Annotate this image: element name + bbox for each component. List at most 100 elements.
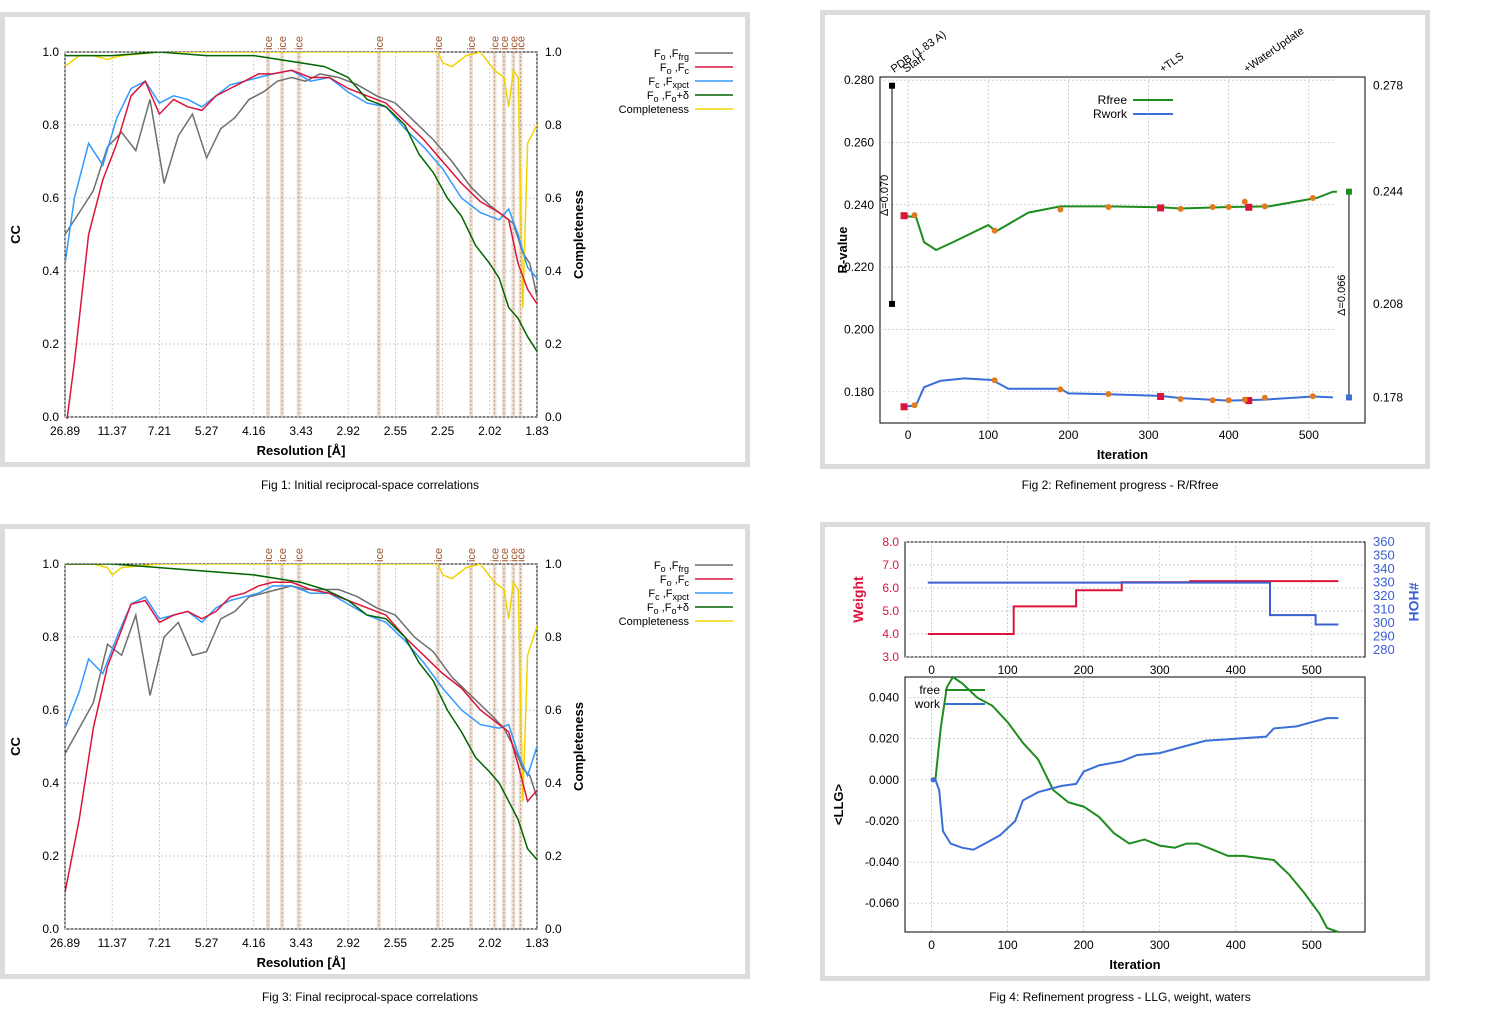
x-tick-label: 2.92 bbox=[337, 936, 361, 950]
legend-label: Fc ,Fxpct bbox=[648, 76, 689, 90]
y-tick-label: 0.000 bbox=[869, 773, 899, 787]
series-line-free bbox=[931, 675, 1339, 933]
final-marker-rfree bbox=[1345, 188, 1352, 195]
iteration-marker bbox=[1241, 396, 1248, 403]
iteration-marker bbox=[1225, 203, 1232, 210]
y2-tick-label: 0.178 bbox=[1373, 390, 1403, 404]
fig3-panel: 0.0 0.0 0.2 0.2 0.4 0.4 0.6 0.6 0.8 0.8 1.0 1.0 26.8… bbox=[0, 524, 750, 979]
x-tick-label: 2.55 bbox=[384, 936, 408, 950]
y-tick-label: 0.040 bbox=[869, 691, 899, 705]
series-line-hoh bbox=[927, 581, 1339, 626]
ice-ring-label: ice bbox=[277, 36, 289, 50]
iteration-marker bbox=[1105, 391, 1112, 398]
llg-plot-frame bbox=[904, 676, 1366, 933]
y-tick-label: 0.240 bbox=[844, 198, 874, 212]
iteration-marker bbox=[1105, 203, 1112, 210]
x-tick-label: 400 bbox=[1226, 938, 1246, 952]
x-tick-label: 400 bbox=[1219, 428, 1239, 442]
y-tick-label: 0.4 bbox=[42, 264, 59, 278]
series-line-work bbox=[931, 717, 1339, 851]
y2-tick-label: 0.244 bbox=[1373, 185, 1403, 199]
stage-marker bbox=[900, 212, 908, 220]
ice-ring-band bbox=[492, 52, 497, 417]
y-tick-label: 0.0 bbox=[42, 410, 59, 424]
series-line-yellow bbox=[65, 564, 537, 802]
ice-ring-band bbox=[468, 564, 473, 929]
ice-ring-band bbox=[280, 564, 285, 929]
x-tick-label: 2.02 bbox=[478, 424, 502, 438]
y-tick-label: -0.040 bbox=[865, 855, 899, 869]
x-tick-label: 3.43 bbox=[289, 936, 313, 950]
x-axis-label: Resolution [Å] bbox=[257, 443, 346, 458]
legend-label: Fo ,Ffrg bbox=[654, 560, 689, 574]
weight-tick-label: 5.0 bbox=[882, 604, 899, 618]
stage-marker bbox=[900, 403, 908, 411]
ice-ring-band bbox=[518, 564, 523, 929]
ice-ring-label: ice bbox=[466, 36, 478, 50]
y-tick-label: 0.8 bbox=[42, 118, 59, 132]
y-tick-label: 0.6 bbox=[42, 703, 59, 717]
ice-ring-label: ice bbox=[508, 36, 520, 50]
ice-ring-label: ice bbox=[499, 548, 511, 562]
x-tick-label: 2.92 bbox=[337, 424, 361, 438]
legend-label-rwork: Rwork bbox=[1093, 107, 1128, 121]
x-tick-label: 26.89 bbox=[50, 424, 80, 438]
iteration-marker bbox=[1309, 393, 1316, 400]
series-line-grey bbox=[65, 73, 537, 297]
ice-ring-label: ice bbox=[508, 548, 520, 562]
stage-annotation: +WaterUpdate bbox=[1242, 25, 1307, 75]
x-tick-label: 7.21 bbox=[148, 424, 172, 438]
y-tick-label: -0.060 bbox=[865, 896, 899, 910]
y2-tick-label: 1.0 bbox=[545, 557, 562, 571]
y-tick-label: 0.8 bbox=[42, 630, 59, 644]
stage-marker bbox=[1245, 203, 1253, 211]
ice-ring-band bbox=[501, 564, 506, 929]
y2-axis-label: Completeness bbox=[571, 190, 586, 279]
ice-ring-band bbox=[518, 52, 523, 417]
x-tick-label: 0 bbox=[905, 428, 912, 442]
hoh-tick-label: 350 bbox=[1373, 548, 1395, 563]
x-tick-label: 500 bbox=[1299, 428, 1319, 442]
y2-tick-label: 0.6 bbox=[545, 703, 562, 717]
y-tick-label: 0.0 bbox=[42, 922, 59, 936]
ice-ring-band bbox=[376, 52, 381, 417]
iteration-marker bbox=[1177, 205, 1184, 212]
legend-label: Fo ,Fo+δ bbox=[647, 602, 689, 616]
y2-axis-label: Completeness bbox=[571, 702, 586, 791]
y-tick-label: 1.0 bbox=[42, 557, 59, 571]
y-tick-label: 0.2 bbox=[42, 337, 59, 351]
y-axis-label: CC bbox=[8, 737, 23, 756]
fig2-panel: 0 100 200 300 400 500 0.180 0.200 0.220 0.240 0.26… bbox=[820, 10, 1430, 469]
stage-marker bbox=[1157, 204, 1165, 212]
ice-ring-band bbox=[492, 564, 497, 929]
ice-ring-label: ice bbox=[277, 548, 289, 562]
iteration-marker bbox=[1057, 386, 1064, 393]
legend-label: Completeness bbox=[619, 616, 690, 628]
x-tick-label: 4.16 bbox=[242, 424, 266, 438]
fig1-caption: Fig 1: Initial reciprocal-space correlat… bbox=[260, 478, 480, 492]
x-tick-label: 26.89 bbox=[50, 936, 80, 950]
x-tick-label: 2.02 bbox=[478, 936, 502, 950]
x-tick-label: 300 bbox=[1139, 428, 1159, 442]
y-tick-label: 0.200 bbox=[844, 322, 874, 336]
x-tick-label: 200 bbox=[1074, 938, 1094, 952]
x-tick-label: 100 bbox=[978, 428, 998, 442]
ice-ring-label: ice bbox=[294, 548, 306, 562]
ice-ring-label: ice bbox=[294, 36, 306, 50]
hoh-tick-label: 300 bbox=[1373, 615, 1395, 630]
plot-frame bbox=[879, 76, 1366, 424]
series-line-weight bbox=[927, 580, 1339, 635]
x-tick-label: 300 bbox=[1150, 663, 1170, 677]
ice-ring-band bbox=[296, 564, 301, 929]
weight-tick-label: 6.0 bbox=[882, 581, 899, 595]
iteration-marker bbox=[1057, 206, 1064, 213]
legend-label: Fc ,Fxpct bbox=[648, 588, 689, 602]
x-tick-label: 1.83 bbox=[525, 936, 549, 950]
ice-ring-label: ice bbox=[490, 548, 502, 562]
fig1-panel: 0.0 0.0 0.2 0.2 0.4 0.4 0.6 0.6 0.8 0.8 1.0 1.0 26.8… bbox=[0, 12, 750, 467]
fig4-chart: 0 100 200 300 400 500 3.0 4.0 5.0 6.0 7.0 8.0 280290… bbox=[831, 534, 1422, 972]
x-tick-label: 3.43 bbox=[289, 424, 313, 438]
legend-label: Fo ,Ffrg bbox=[654, 48, 689, 62]
y2-tick-label: 0.6 bbox=[545, 191, 562, 205]
series-line-red bbox=[65, 581, 537, 893]
